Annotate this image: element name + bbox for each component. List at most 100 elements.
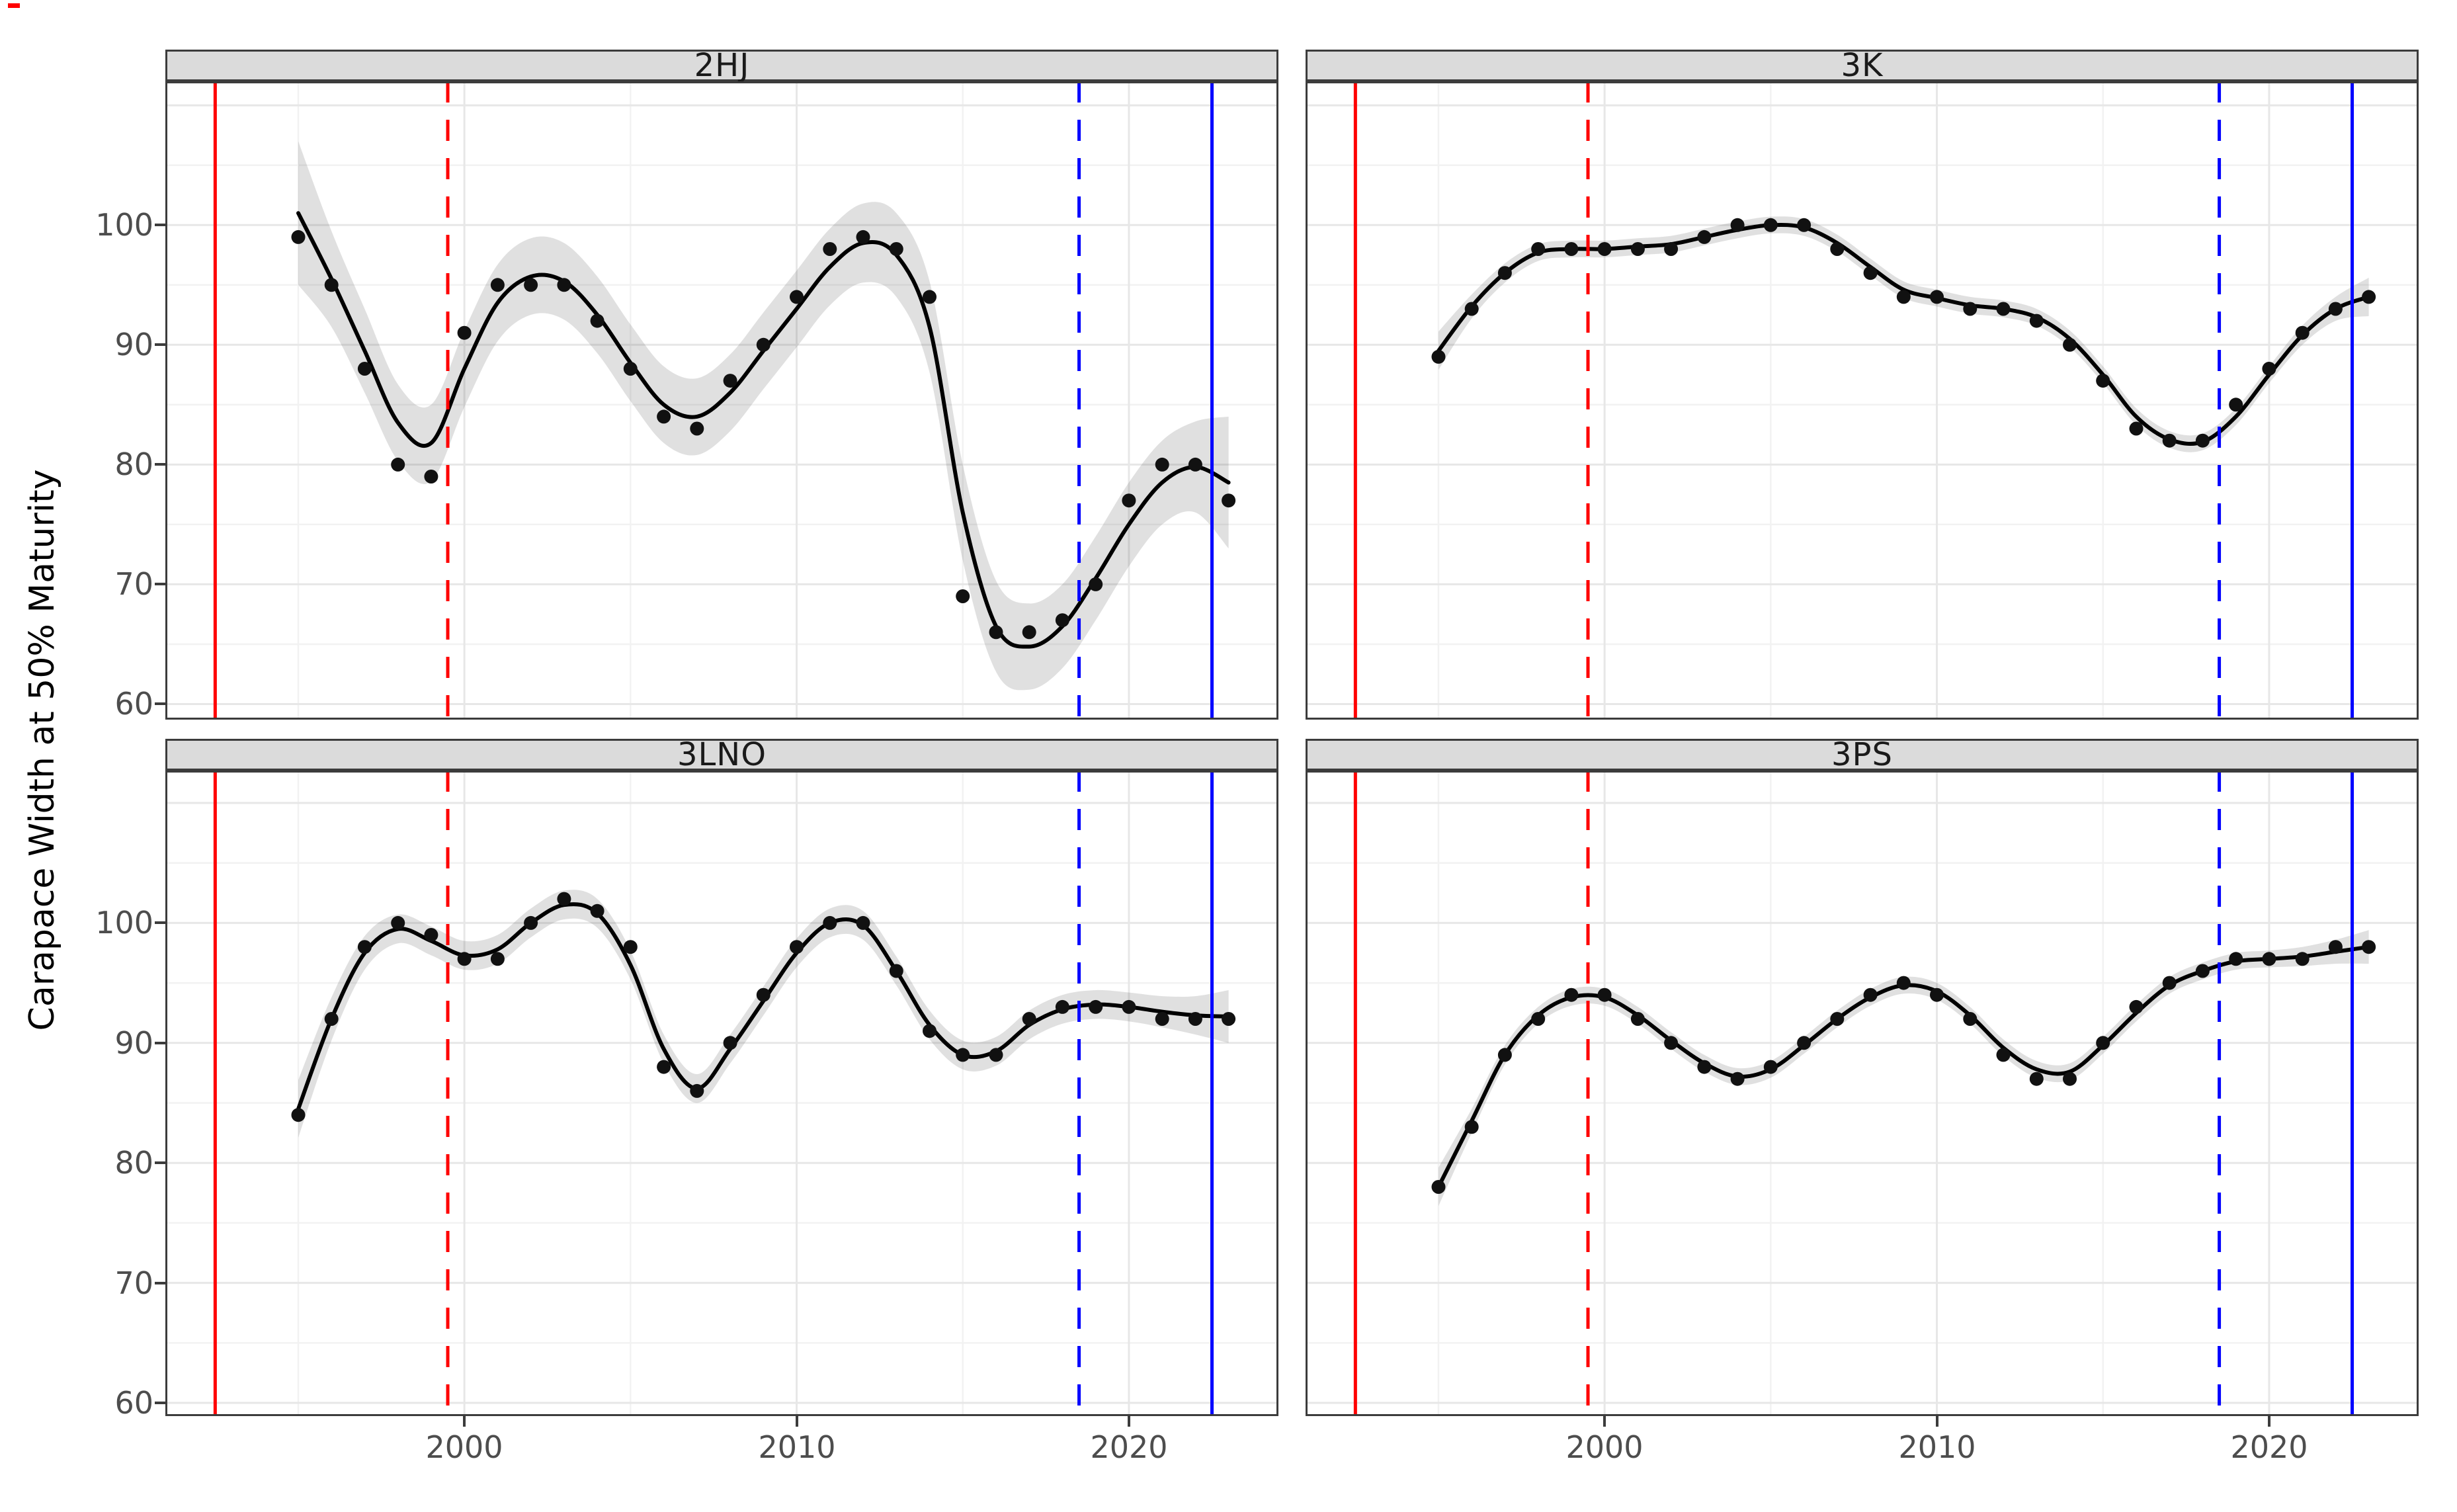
data-point [424,470,438,483]
data-point [623,362,638,376]
data-point [1797,218,1812,232]
data-point [1022,625,1036,640]
data-point [1531,242,1546,256]
data-point [657,1060,671,1074]
panel-plot-3ps [1306,771,2419,1416]
data-point [324,1012,339,1026]
data-point [923,290,937,304]
data-point [2262,952,2276,966]
data-point [2063,337,2077,352]
data-point [1055,613,1069,628]
data-point [690,1083,704,1098]
data-point [1597,242,1612,256]
panel-background-3lno [165,771,1278,1416]
data-point [1664,242,1679,256]
gridlines-major-3lno [165,771,1278,1416]
facet-strip-2hj: 2HJ [165,47,1278,84]
y-tick-label: 100 [95,207,153,243]
data-points-2hj [291,230,1236,640]
data-point [1996,1048,2011,1062]
data-point [557,892,571,906]
data-point [2195,964,2210,978]
loess-line-3k [1437,222,2371,446]
data-point [623,940,638,954]
data-point [2162,976,2177,990]
y-tick-label: 60 [114,686,153,722]
data-point [823,915,837,930]
x-tick-label: 2000 [1565,1429,1644,1465]
data-point [756,337,770,352]
data-point [2262,362,2276,376]
data-point [1431,1180,1446,1194]
y-tick-mark [155,921,165,924]
facet-strip-label-3ps: 3PS [1831,736,1893,773]
y-tick-mark [155,702,165,705]
data-point [1497,1048,1512,1062]
data-point [2029,1071,2044,1086]
data-point [424,928,438,942]
data-point [856,915,870,930]
data-point [291,230,306,244]
data-point [2129,421,2144,436]
facet-strip-label-2hj: 2HJ [694,47,750,84]
data-point [2096,374,2110,388]
data-point [490,278,505,292]
data-point [524,915,538,930]
data-point [1630,1012,1645,1026]
gridlines-minor-2hj [165,81,1278,720]
y-tick-label: 70 [114,566,153,602]
data-point [1122,999,1136,1014]
panel-plot-3lno [165,771,1278,1416]
data-point [1963,302,1978,316]
facet-strip-label-3lno: 3LNO [677,736,767,773]
data-point [1089,577,1103,591]
data-point [1188,457,1202,472]
gridlines-minor-3lno [165,771,1278,1416]
data-points-3lno [291,892,1236,1122]
data-point [1055,999,1069,1014]
data-point [1797,1036,1812,1050]
data-point [1464,1120,1479,1134]
data-point [2362,940,2376,954]
facet-strip-label-3k: 3K [1841,47,1884,84]
panel-border-2hj [165,81,1278,720]
gridlines-minor-3ps [1306,771,2419,1416]
data-point [1830,1012,1845,1026]
y-tick-mark [155,1282,165,1284]
data-point [2328,302,2343,316]
data-point [889,242,903,256]
x-tick-label: 2010 [758,1429,836,1465]
x-tick-mark [1603,1416,1606,1427]
facet-strip-3k: 3K [1306,47,2419,84]
data-point [457,952,472,966]
data-point [1122,493,1136,508]
screen-artifact-red-mark [8,3,20,8]
y-tick-label: 90 [114,327,153,362]
data-point [989,625,1003,640]
y-tick-label: 60 [114,1385,153,1421]
data-point [291,1108,306,1122]
data-point [391,457,405,472]
data-point [357,362,372,376]
y-tick-label: 100 [95,905,153,941]
data-point [2063,1071,2077,1086]
y-tick-mark [155,224,165,226]
x-tick-label: 2020 [1090,1429,1168,1465]
data-point [1155,1012,1169,1026]
data-point [923,1024,937,1038]
data-point [1464,302,1479,316]
data-point [457,325,472,340]
data-point [2229,398,2243,412]
data-point [590,314,604,328]
x-tick-mark [463,1416,466,1427]
data-point [1155,457,1169,472]
x-tick-mark [1936,1416,1938,1427]
panel-border-3lno [165,771,1278,1416]
data-point [723,1036,737,1050]
y-tick-label: 70 [114,1265,153,1301]
data-point [2096,1036,2110,1050]
data-point [1896,976,1911,990]
data-point [2129,999,2144,1014]
data-point [1763,218,1778,232]
data-point [391,915,405,930]
